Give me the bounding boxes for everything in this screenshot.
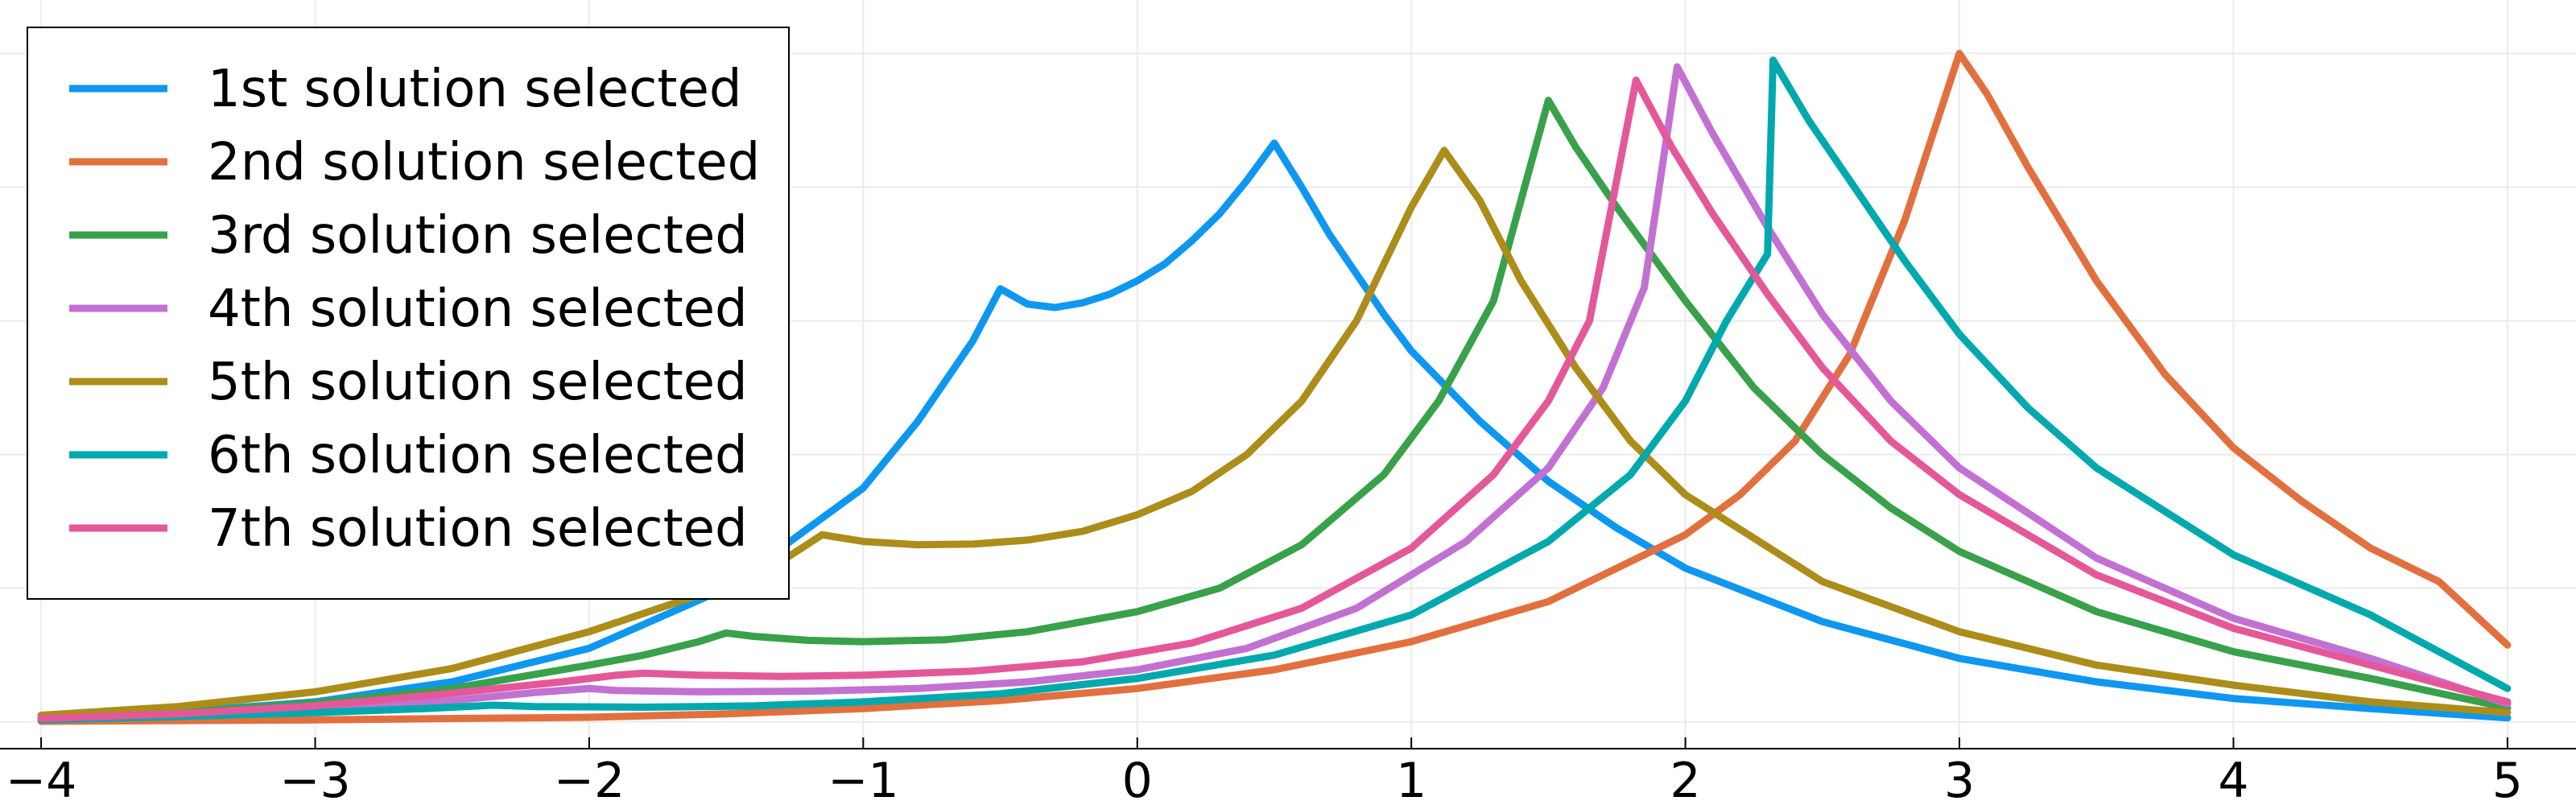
x-tick-label-4: 0 xyxy=(1122,753,1153,805)
series-line-4 xyxy=(37,63,2512,723)
series-line-7 xyxy=(37,76,2512,723)
series-line-1 xyxy=(37,139,2512,723)
x-tick-label-3: −1 xyxy=(828,753,898,805)
legend-label-5: 5th solution selected xyxy=(208,353,748,412)
x-tick-label-9: 5 xyxy=(2492,753,2523,805)
series-line-2 xyxy=(37,49,2512,725)
x-tick-label-6: 2 xyxy=(1670,753,1701,805)
legend-label-4: 4th solution selected xyxy=(208,279,748,339)
x-axis-ticks: −4 −3 −2 −1 0 1 2 3 4 5 xyxy=(6,737,2523,805)
legend: 1st solution selected 2nd solution select… xyxy=(27,27,790,600)
x-tick-label-8: 4 xyxy=(2218,753,2248,805)
series-line-3 xyxy=(37,97,2512,722)
x-tick-label-1: −3 xyxy=(279,753,350,805)
legend-box xyxy=(27,27,790,600)
x-tick-label-0: −4 xyxy=(6,753,76,805)
legend-label-1: 1st solution selected xyxy=(208,60,741,119)
x-tick-label-7: 3 xyxy=(1944,753,1975,805)
x-tick-label-5: 1 xyxy=(1396,753,1426,805)
x-tick-label-2: −2 xyxy=(554,753,625,805)
legend-label-6: 6th solution selected xyxy=(208,426,748,485)
series-lines xyxy=(37,49,2512,725)
legend-label-2: 2nd solution selected xyxy=(208,133,760,192)
series-line-6 xyxy=(37,56,2512,724)
legend-label-7: 7th solution selected xyxy=(208,499,748,559)
legend-label-3: 3rd solution selected xyxy=(208,206,748,266)
